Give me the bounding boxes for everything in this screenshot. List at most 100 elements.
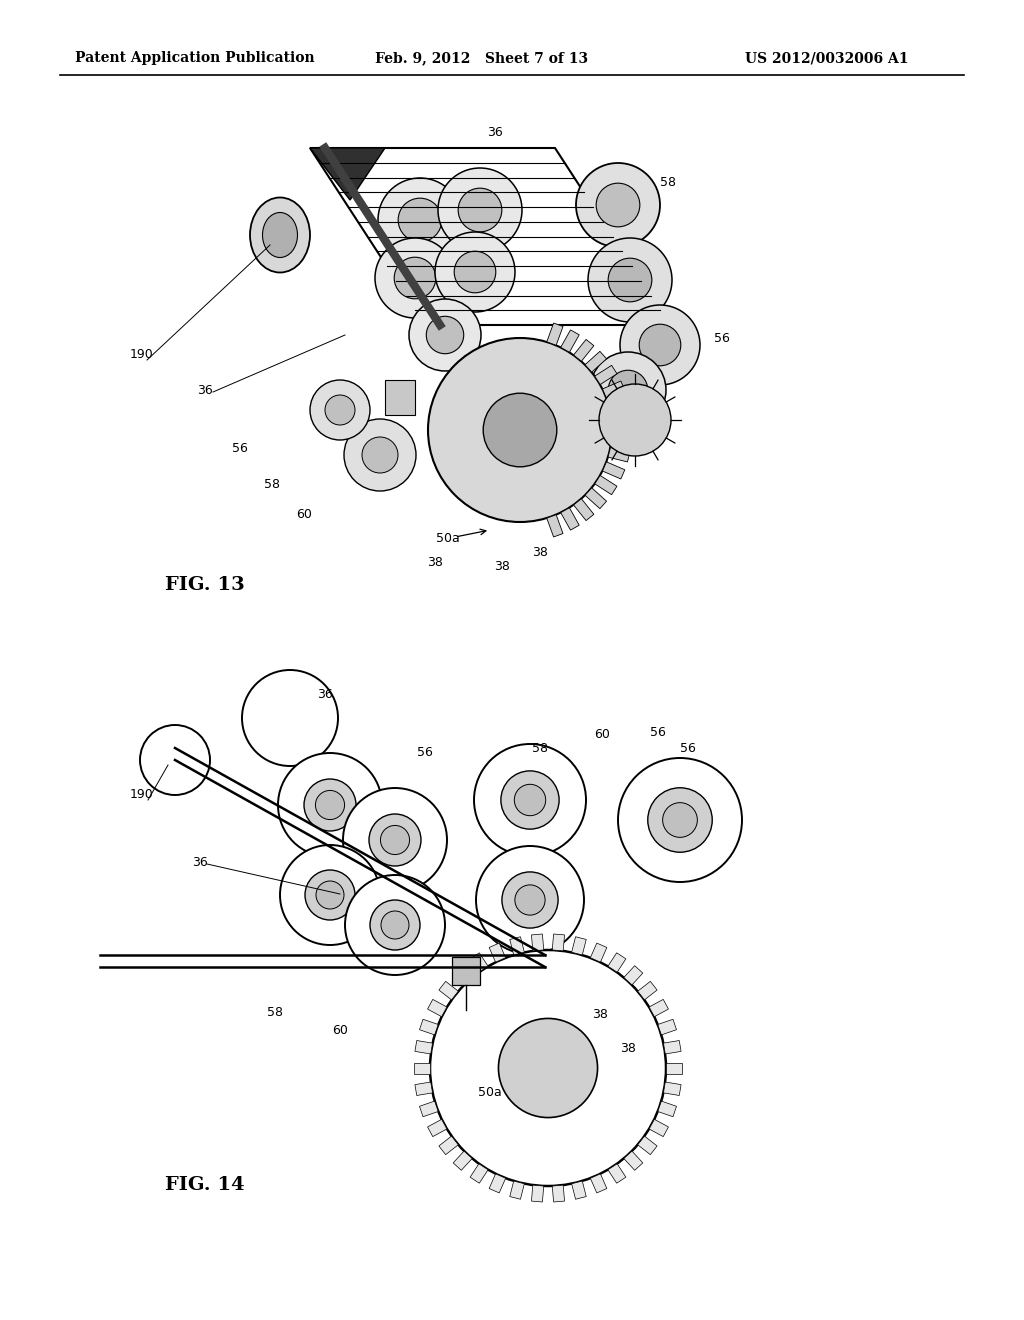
- Circle shape: [499, 1019, 598, 1118]
- Polygon shape: [561, 508, 580, 531]
- Polygon shape: [552, 1185, 564, 1203]
- Circle shape: [370, 900, 420, 950]
- Circle shape: [369, 814, 421, 866]
- Polygon shape: [454, 966, 472, 985]
- Polygon shape: [531, 1185, 544, 1203]
- Text: US 2012/0032006 A1: US 2012/0032006 A1: [745, 51, 908, 65]
- Polygon shape: [585, 488, 606, 508]
- Circle shape: [608, 259, 652, 302]
- Polygon shape: [608, 399, 630, 413]
- Polygon shape: [439, 981, 459, 999]
- Polygon shape: [649, 999, 669, 1016]
- Polygon shape: [552, 935, 564, 950]
- Circle shape: [398, 198, 441, 242]
- Polygon shape: [454, 1151, 472, 1171]
- Polygon shape: [573, 339, 594, 362]
- Text: 58: 58: [264, 478, 280, 491]
- Polygon shape: [664, 1082, 681, 1096]
- Polygon shape: [510, 1181, 524, 1200]
- Polygon shape: [591, 1173, 607, 1193]
- Text: Feb. 9, 2012   Sheet 7 of 13: Feb. 9, 2012 Sheet 7 of 13: [375, 51, 588, 65]
- Circle shape: [304, 779, 356, 832]
- Polygon shape: [385, 380, 415, 414]
- Text: 38: 38: [494, 561, 510, 573]
- Text: 56: 56: [680, 742, 696, 755]
- Circle shape: [483, 393, 557, 467]
- Circle shape: [426, 317, 464, 354]
- Polygon shape: [657, 1101, 677, 1117]
- Polygon shape: [602, 462, 625, 479]
- Polygon shape: [452, 957, 480, 985]
- Text: 36: 36: [317, 689, 333, 701]
- Text: 56: 56: [650, 726, 666, 738]
- Circle shape: [620, 305, 700, 385]
- Circle shape: [639, 325, 681, 366]
- Circle shape: [599, 384, 671, 455]
- Circle shape: [344, 418, 416, 491]
- Text: 50a: 50a: [436, 532, 460, 544]
- Circle shape: [242, 671, 338, 766]
- Text: 58: 58: [660, 176, 676, 189]
- Polygon shape: [414, 1063, 430, 1073]
- Circle shape: [375, 238, 455, 318]
- Circle shape: [315, 791, 344, 820]
- Text: 50a: 50a: [478, 1085, 502, 1098]
- Circle shape: [438, 168, 522, 252]
- Text: 190: 190: [130, 348, 154, 362]
- Polygon shape: [571, 937, 586, 954]
- Text: 60: 60: [296, 507, 312, 520]
- Text: 36: 36: [487, 125, 503, 139]
- Circle shape: [596, 183, 640, 227]
- Polygon shape: [571, 1181, 586, 1200]
- Circle shape: [325, 395, 355, 425]
- Text: Patent Application Publication: Patent Application Publication: [75, 51, 314, 65]
- Circle shape: [280, 845, 380, 945]
- Text: 56: 56: [232, 441, 248, 454]
- Polygon shape: [510, 937, 524, 954]
- Circle shape: [501, 771, 559, 829]
- Polygon shape: [649, 1119, 669, 1137]
- Circle shape: [476, 846, 584, 954]
- Polygon shape: [470, 953, 488, 973]
- Text: 58: 58: [267, 1006, 283, 1019]
- Circle shape: [278, 752, 382, 857]
- Circle shape: [515, 884, 545, 915]
- Polygon shape: [602, 381, 625, 399]
- Circle shape: [588, 238, 672, 322]
- Circle shape: [590, 352, 666, 428]
- Polygon shape: [657, 1019, 677, 1035]
- Polygon shape: [573, 499, 594, 520]
- Text: 38: 38: [532, 545, 548, 558]
- Circle shape: [455, 251, 496, 293]
- Polygon shape: [428, 1119, 446, 1137]
- Polygon shape: [624, 1151, 643, 1171]
- Circle shape: [458, 189, 502, 232]
- Circle shape: [514, 784, 546, 816]
- Text: 56: 56: [417, 746, 433, 759]
- Ellipse shape: [250, 198, 310, 272]
- Polygon shape: [531, 935, 544, 950]
- Circle shape: [381, 825, 410, 854]
- Circle shape: [316, 880, 344, 909]
- Circle shape: [310, 380, 370, 440]
- Text: FIG. 13: FIG. 13: [165, 576, 245, 594]
- Polygon shape: [611, 416, 632, 428]
- Circle shape: [428, 338, 612, 521]
- Polygon shape: [547, 515, 563, 537]
- Text: 38: 38: [592, 1008, 608, 1022]
- Circle shape: [618, 758, 742, 882]
- Circle shape: [409, 300, 481, 371]
- Polygon shape: [624, 966, 643, 985]
- Text: 60: 60: [332, 1023, 348, 1036]
- Text: 38: 38: [427, 556, 443, 569]
- Circle shape: [663, 803, 697, 837]
- Polygon shape: [420, 1019, 438, 1035]
- Polygon shape: [420, 1101, 438, 1117]
- Circle shape: [394, 257, 436, 298]
- Text: 36: 36: [198, 384, 213, 396]
- Polygon shape: [595, 366, 617, 384]
- Text: 60: 60: [594, 729, 610, 742]
- Polygon shape: [608, 447, 630, 462]
- Circle shape: [362, 437, 398, 473]
- Text: 58: 58: [532, 742, 548, 755]
